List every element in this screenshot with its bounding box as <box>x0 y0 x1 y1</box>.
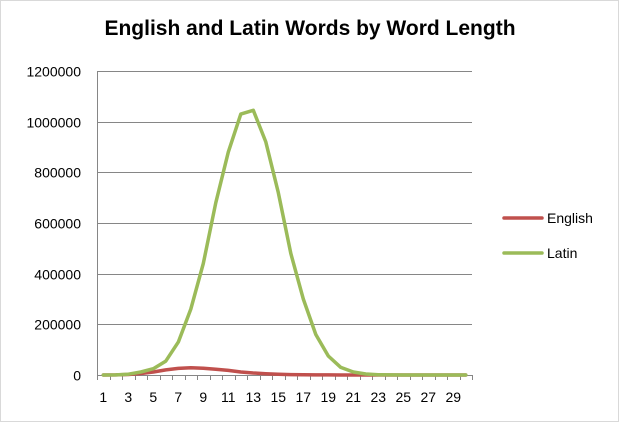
chart-title: English and Latin Words by Word Length <box>104 17 516 40</box>
x-tick-label: 17 <box>295 389 311 405</box>
x-tick-label: 25 <box>395 389 411 405</box>
legend-label: English <box>547 210 593 226</box>
x-tick-label: 29 <box>445 389 461 405</box>
x-tick-label: 21 <box>345 389 361 405</box>
series-lines <box>101 108 468 377</box>
y-tick-label: 600000 <box>34 216 81 232</box>
y-tick-label: 1000000 <box>26 115 81 131</box>
x-tick-label: 3 <box>124 389 132 405</box>
y-tick-label: 1200000 <box>26 64 81 80</box>
y-tick-label: 400000 <box>34 267 81 283</box>
x-tick-label: 27 <box>420 389 436 405</box>
legend: English Latin <box>502 210 593 261</box>
x-tick-label: 5 <box>149 389 157 405</box>
series-line-latin <box>101 108 468 377</box>
x-tick-label: 19 <box>320 389 336 405</box>
axes: 0 200000 400000 600000 800000 1000000 1200000 1… <box>26 64 473 405</box>
legend-label: Latin <box>547 245 577 261</box>
x-tick-label: 13 <box>245 389 261 405</box>
x-tick-label: 9 <box>199 389 207 405</box>
x-tick-label: 23 <box>370 389 386 405</box>
x-tick-label: 1 <box>99 389 107 405</box>
x-tick-label: 7 <box>174 389 182 405</box>
y-tick-label: 800000 <box>34 165 81 181</box>
gridlines <box>97 71 472 325</box>
x-tick-label: 15 <box>270 389 286 405</box>
y-tick-label: 0 <box>73 368 81 384</box>
y-tick-label: 200000 <box>34 317 81 333</box>
x-tick-label: 11 <box>221 389 236 405</box>
